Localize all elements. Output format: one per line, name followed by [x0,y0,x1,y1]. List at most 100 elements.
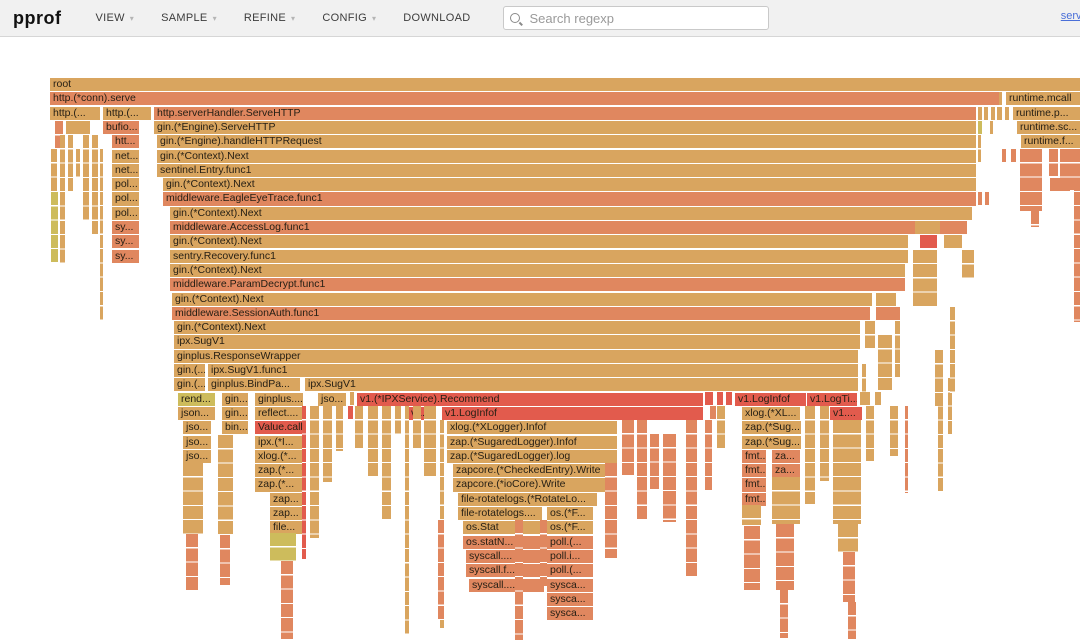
flame-sliver[interactable] [348,406,353,419]
flame-sliver[interactable] [866,406,874,461]
flame-frame[interactable]: gin.(... [174,378,205,392]
flame-frame[interactable]: sysca... [547,578,593,592]
flame-sliver[interactable] [875,392,881,405]
flame-sliver[interactable] [913,264,937,306]
flame-sliver[interactable] [913,250,937,263]
flame-frame[interactable]: gin.(*Context).Next [172,292,872,306]
flame-sliver[interactable] [985,192,989,205]
menu-item-download[interactable]: DOWNLOAD [403,12,471,24]
flame-sliver[interactable] [984,107,988,120]
flame-frame[interactable]: json... [178,406,215,421]
flame-sliver[interactable] [51,192,58,262]
flame-frame[interactable]: gin... [222,392,248,406]
flame-sliver[interactable] [895,321,900,377]
flame-frame[interactable]: sy... [112,221,139,235]
flame-sliver[interactable] [805,406,815,504]
flame-frame[interactable]: os.statN... [463,535,544,549]
flame-frame[interactable]: file-rotatelogs.(*RotateLo... [458,492,597,506]
flame-sliver[interactable] [1049,149,1058,176]
flame-frame[interactable]: gin.(*Context).Next [170,263,905,278]
flame-frame[interactable]: gin.(*Context).Next [163,178,976,192]
flame-sliver[interactable] [848,602,856,639]
flame-sliver[interactable] [220,535,230,585]
flame-frame[interactable]: ipx.SugV1 [174,335,860,349]
flame-frame[interactable]: zapcore.(*CheckedEntry).Write [453,464,613,478]
flame-frame[interactable]: pol... [112,206,139,220]
flame-frame[interactable]: gin... [222,406,248,421]
flame-frame[interactable]: v1.LogInfof [442,406,703,421]
flame-sliver[interactable] [605,463,617,558]
flame-frame[interactable]: sentinel.Entry.func1 [157,163,976,177]
flame-frame[interactable]: runtime.sc... [1017,120,1080,135]
flame-frame[interactable]: xlog.(*... [255,449,303,463]
flame-sliver[interactable] [820,406,829,481]
flame-sliver[interactable] [865,321,875,348]
flame-frame[interactable]: jso... [318,392,346,406]
flame-frame[interactable]: os.(*F... [547,521,593,535]
flame-frame[interactable]: pol... [112,178,139,192]
flame-frame[interactable]: fmt... [742,492,766,506]
flame-sliver[interactable] [540,520,547,586]
flame-frame[interactable]: file-rotatelogs.... [458,507,542,521]
flame-sliver[interactable] [838,524,858,552]
flame-sliver[interactable] [51,149,57,192]
menu-item-config[interactable]: CONFIG ▾ [322,12,377,24]
flame-frame[interactable]: ginplus.... [255,392,303,406]
flame-sliver[interactable] [76,149,80,177]
flame-frame[interactable]: gin.(*Context).Next [174,321,860,335]
flame-sliver[interactable] [978,192,982,205]
flame-frame[interactable]: ipx.SugV1 [305,378,858,392]
flame-sliver[interactable] [424,406,436,476]
flame-frame[interactable]: pol... [112,192,139,206]
flame-frame[interactable]: xlog.(*XL... [742,406,800,421]
flame-frame[interactable]: poll.i... [547,549,593,564]
flame-sliver[interactable] [776,524,794,590]
flame-sliver[interactable] [710,406,716,419]
flame-sliver[interactable] [935,350,943,406]
flame-sliver[interactable] [890,406,898,456]
flame-sliver[interactable] [878,335,892,390]
flame-frame[interactable]: bin... [222,421,248,435]
flame-frame[interactable]: zapcore.(*ioCore).Write [453,478,613,492]
flame-frame[interactable]: xlog.(*XLogger).Infof [447,421,617,435]
flame-sliver[interactable] [302,406,306,559]
flame-frame[interactable]: gin.(*Context).Next [170,235,908,249]
flame-sliver[interactable] [438,520,444,620]
flame-sliver[interactable] [915,221,940,234]
flame-frame[interactable]: runtime.mcall [1006,92,1080,106]
flame-frame[interactable]: zap.(*SugaredLogger).log [447,449,617,463]
flame-frame[interactable]: file... [270,521,303,535]
flame-sliver[interactable] [744,526,760,590]
flame-sliver[interactable] [663,434,676,522]
flame-frame[interactable]: net... [112,149,139,163]
flame-sliver[interactable] [650,434,659,489]
flame-frame[interactable]: zap.(*... [255,464,303,478]
flame-sliver[interactable] [218,435,233,535]
flame-frame[interactable]: zap.(*Sug... [742,421,801,435]
flame-sliver[interactable] [405,406,409,635]
flame-sliver[interactable] [843,552,855,602]
flame-frame[interactable]: fmt... [742,449,766,463]
flame-frame[interactable]: zap.(*... [255,478,303,492]
flame-sliver[interactable] [997,107,1002,120]
flame-sliver[interactable] [780,590,788,638]
flame-frame[interactable]: v1.(*IPXService).Recommend [357,392,703,406]
flame-frame[interactable]: runtime.f... [1021,135,1080,149]
flame-frame[interactable]: gin.(*Context).Next [170,206,972,220]
flame-sliver[interactable] [350,392,354,405]
flame-sliver[interactable] [1002,149,1006,162]
flame-frame[interactable]: middleware.ParamDecrypt.func1 [170,278,905,292]
flame-frame[interactable]: za... [772,464,800,478]
menu-item-view[interactable]: VIEW ▾ [95,12,135,24]
flame-sliver[interactable] [622,420,634,475]
flame-frame[interactable]: root [50,78,1080,92]
flame-frame[interactable]: poll.(... [547,564,593,578]
flame-frame[interactable]: v1.... [830,406,862,421]
flame-sliver[interactable] [637,420,647,520]
flame-sliver[interactable] [938,392,943,492]
flame-frame[interactable]: sysca... [547,607,593,621]
flame-sliver[interactable] [336,406,343,451]
flame-sliver[interactable] [355,406,363,448]
flame-frame[interactable]: sy... [112,235,139,249]
flame-frame[interactable]: zap.(*Sug... [742,435,801,449]
